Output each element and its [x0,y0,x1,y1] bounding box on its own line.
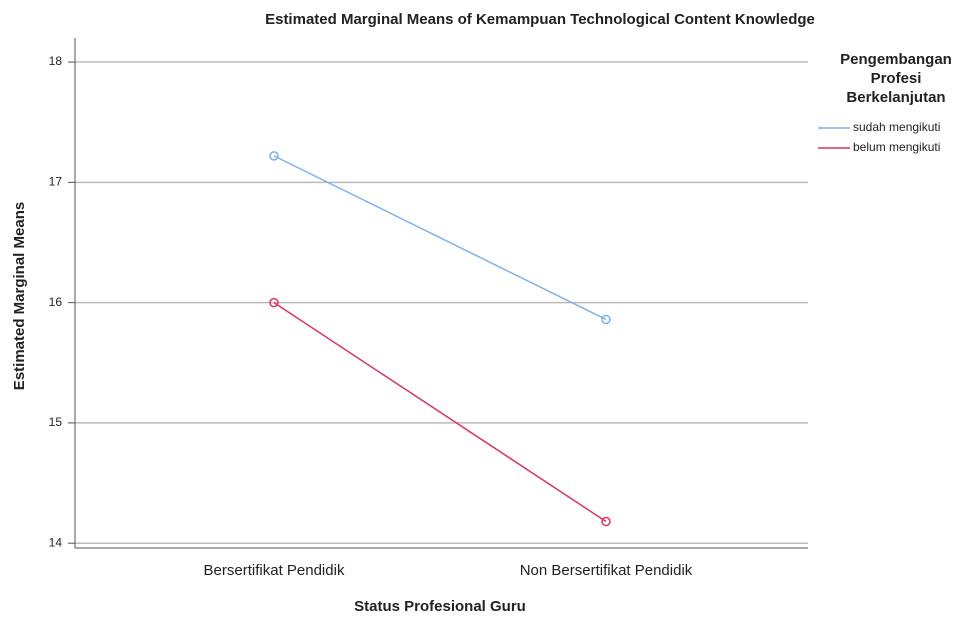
y-tick-label: 17 [49,175,63,189]
legend-title: Pengembangan [840,51,952,68]
legend-label: sudah mengikuti [853,120,940,134]
legend-title: Berkelanjutan [846,89,945,106]
x-tick-label: Non Bersertifikat Pendidik [520,562,693,579]
y-tick-label: 18 [49,54,63,68]
y-tick-label: 16 [49,295,63,309]
data-point [269,297,279,308]
y-tick-label: 14 [49,535,63,549]
legend-label: belum mengikuti [853,140,940,154]
y-axis-label: Estimated Marginal Means [11,202,28,390]
x-axis-label: Status Profesional Guru [354,598,526,615]
y-tick-label: 15 [49,415,63,429]
data-point [269,151,279,161]
legend-title: Profesi [871,70,922,87]
x-tick-label: Bersertifikat Pendidik [204,562,345,579]
series-line [273,301,607,523]
series-line [273,155,607,321]
chart-title: Estimated Marginal Means of Kemampuan Te… [265,11,815,28]
data-point [601,314,611,325]
data-point [601,516,611,527]
